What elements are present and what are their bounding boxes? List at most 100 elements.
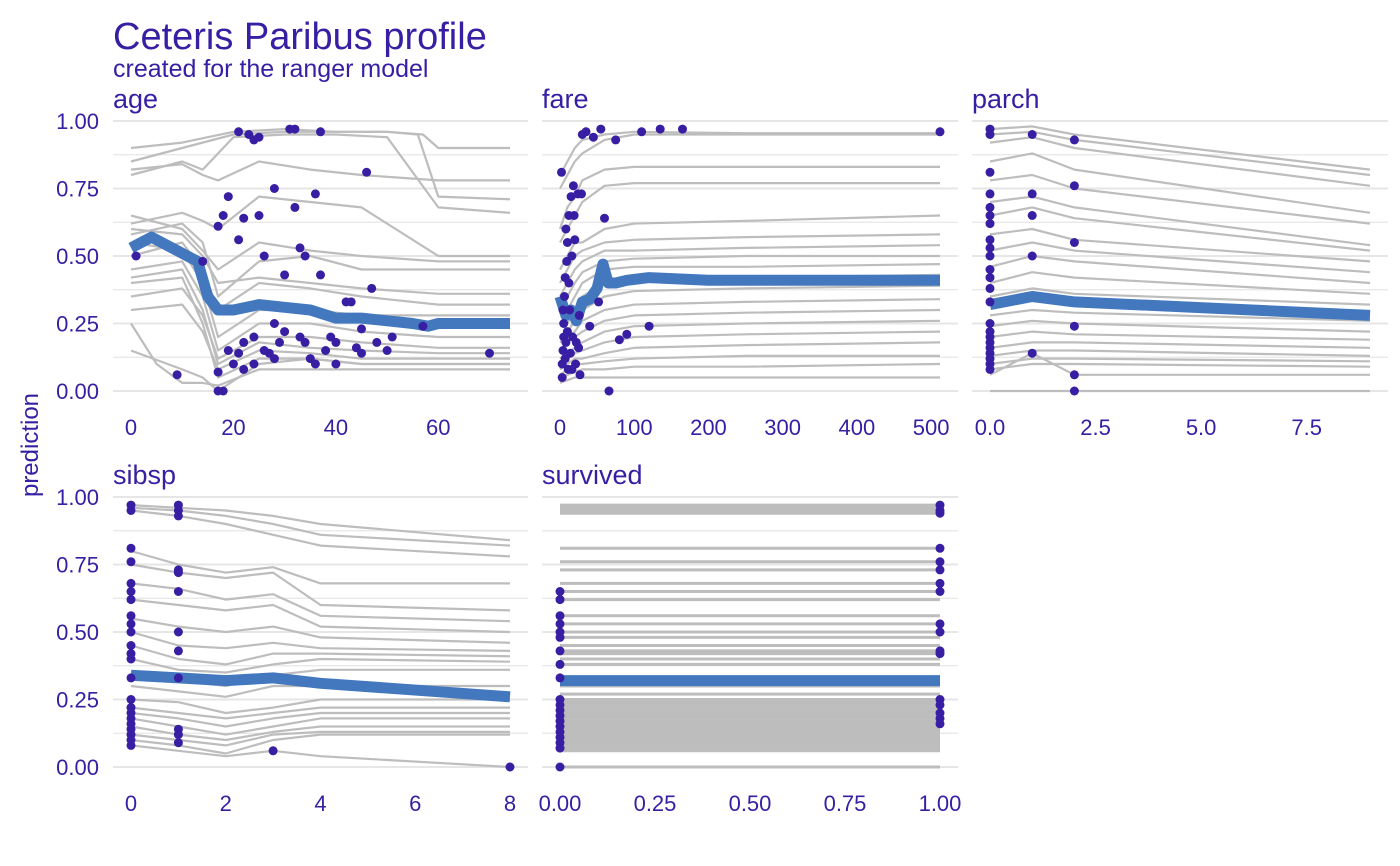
observation-point [1027, 130, 1037, 139]
profile-line [989, 319, 1371, 333]
profile-line [130, 260, 510, 352]
profile-line [130, 730, 510, 747]
observation-point [594, 297, 604, 307]
y-tick-label: 0.50 [56, 620, 99, 645]
facet-label-survived: survived [542, 460, 643, 490]
observation-point [382, 346, 392, 355]
x-tick-label: 300 [764, 415, 801, 440]
x-tick-label: 0.50 [729, 791, 772, 816]
observation-point [234, 235, 244, 245]
observation-point [600, 213, 609, 223]
observation-point [985, 273, 995, 283]
observation-point [290, 124, 300, 134]
x-tick-label: 2.5 [1080, 415, 1111, 440]
y-tick-label: 0.50 [56, 244, 99, 269]
observation-point [218, 386, 228, 396]
profile-line [130, 733, 510, 755]
profile-line [989, 349, 1371, 357]
profile-line [989, 330, 1371, 341]
x-tick-label: 40 [324, 415, 348, 440]
observation-point [357, 324, 366, 334]
profile-line [989, 352, 1370, 376]
observation-point [173, 730, 183, 740]
observation-point [268, 746, 278, 756]
profile-line [559, 233, 941, 284]
observation-point [126, 587, 136, 596]
observation-point [555, 743, 565, 753]
observation-point [321, 346, 331, 355]
observation-point [234, 127, 244, 137]
observation-point [290, 202, 300, 212]
observation-point [985, 243, 995, 253]
observation-point [567, 364, 577, 374]
observation-point [1069, 321, 1079, 331]
x-tick-label: 0.75 [824, 791, 867, 816]
profile-line [989, 241, 1371, 274]
observation-point [280, 327, 290, 337]
observation-point [1027, 251, 1037, 261]
profile-line [989, 227, 1371, 263]
observation-point [239, 364, 249, 374]
observation-point [131, 251, 141, 261]
y-tick-label: 0.00 [56, 755, 99, 780]
observation-point [172, 370, 182, 380]
y-tick-label: 0.75 [56, 553, 99, 578]
y-tick-label: 0.00 [56, 379, 99, 404]
x-tick-label: 60 [426, 415, 450, 440]
observation-point [985, 364, 995, 374]
observation-point [560, 292, 569, 301]
observation-point [555, 659, 565, 669]
observation-point [574, 310, 584, 320]
profile-line [559, 362, 941, 379]
observation-point [935, 508, 945, 518]
profile-line [989, 357, 1371, 366]
profile-line [130, 222, 510, 298]
profile-line [989, 173, 1371, 225]
profile-line [989, 130, 1371, 177]
x-tick-label: 500 [913, 415, 950, 440]
x-tick-label: 0.0 [975, 415, 1006, 440]
observation-point [300, 251, 310, 261]
observation-point [655, 124, 665, 134]
observation-point [585, 321, 595, 331]
observation-point [935, 649, 945, 659]
observation-point [1027, 348, 1037, 358]
profile-line [130, 504, 511, 542]
observation-point [254, 211, 264, 220]
observation-point [588, 132, 598, 142]
profile-line [989, 362, 1371, 371]
observation-point [126, 557, 136, 567]
observation-point [985, 202, 995, 212]
observation-point [985, 251, 995, 261]
x-tick-label: 8 [504, 791, 516, 816]
chart-subtitle: created for the ranger model [113, 55, 428, 83]
x-tick-label: 7.5 [1291, 415, 1322, 440]
y-axis-label: prediction [17, 393, 44, 497]
observation-point [173, 738, 183, 748]
facet-label-parch: parch [972, 84, 1040, 114]
panel-fare: fare 0 100 200 300 400 500 [542, 84, 958, 440]
mean-profile-line [130, 669, 511, 703]
x-tick-label: 0.00 [539, 791, 582, 816]
observation-point [1027, 211, 1037, 220]
profile-line [130, 509, 511, 558]
profile-line [559, 341, 941, 371]
observation-point [1069, 181, 1079, 191]
observation-point [505, 762, 515, 772]
facet-label-age: age [113, 84, 158, 114]
y-tick-label: 0.25 [56, 312, 99, 337]
observation-point [935, 565, 945, 575]
x-tick-label: 100 [616, 415, 653, 440]
observation-point [555, 632, 565, 642]
observation-point [559, 319, 569, 328]
observation-point [126, 641, 136, 650]
observation-point [1069, 135, 1079, 145]
observation-point [126, 543, 136, 553]
observation-point [581, 127, 591, 137]
profile-line [130, 617, 511, 644]
observation-point [564, 278, 574, 288]
observation-point [557, 167, 566, 177]
observation-point [259, 346, 269, 355]
observation-point [568, 181, 578, 191]
observation-point [561, 337, 571, 347]
